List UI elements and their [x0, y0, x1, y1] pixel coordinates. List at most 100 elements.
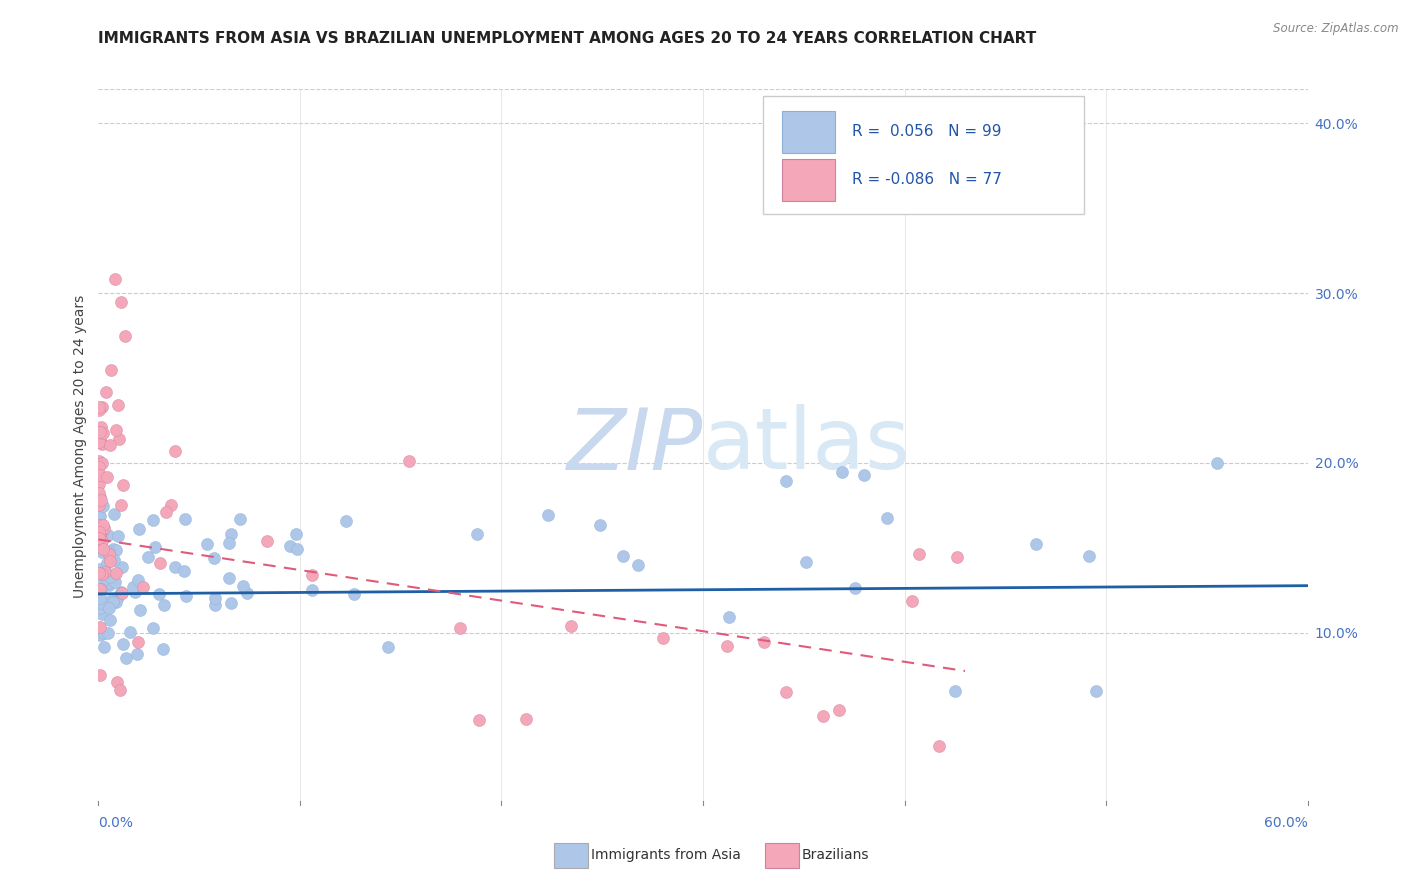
Point	[142, 621, 165, 635]
Point	[105, 674, 128, 689]
Point	[831, 465, 853, 479]
Point	[89, 401, 111, 415]
Point	[110, 584, 132, 599]
Point	[128, 522, 150, 536]
Point	[377, 640, 399, 655]
Point	[943, 683, 966, 698]
Point	[104, 566, 127, 580]
Text: IMMIGRANTS FROM ASIA VS BRAZILIAN UNEMPLOYMENT AMONG AGES 20 TO 24 YEARS CORRELA: IMMIGRANTS FROM ASIA VS BRAZILIAN UNEMPL…	[98, 31, 1036, 46]
Text: R = -0.086   N = 77: R = -0.086 N = 77	[852, 171, 1001, 186]
Point	[89, 582, 111, 597]
Point	[232, 579, 254, 593]
Point	[204, 591, 226, 606]
Point	[465, 527, 488, 541]
Point	[111, 586, 134, 600]
Point	[103, 508, 125, 522]
Point	[105, 595, 128, 609]
Point	[775, 474, 797, 488]
Point	[90, 420, 112, 434]
Point	[90, 493, 112, 508]
Point	[104, 575, 127, 590]
Point	[515, 712, 537, 726]
Point	[218, 535, 240, 549]
Point	[89, 403, 111, 417]
Point	[91, 541, 114, 556]
Point	[89, 591, 111, 606]
Point	[110, 498, 132, 512]
Point	[89, 491, 111, 505]
Point	[91, 596, 114, 610]
Point	[103, 272, 125, 286]
Point	[228, 512, 250, 526]
Point	[89, 525, 111, 540]
Point	[127, 635, 149, 649]
Point	[98, 553, 121, 567]
Point	[96, 556, 118, 570]
Point	[127, 647, 149, 661]
Point	[876, 511, 898, 525]
Point	[89, 517, 111, 532]
FancyBboxPatch shape	[782, 159, 835, 202]
Point	[652, 632, 675, 646]
Point	[111, 478, 134, 492]
Point	[121, 580, 143, 594]
Point	[284, 527, 307, 541]
Point	[335, 514, 357, 528]
Point	[89, 562, 111, 576]
Point	[901, 594, 924, 608]
Point	[97, 626, 120, 640]
Point	[96, 385, 118, 400]
Point	[132, 580, 155, 594]
Point	[90, 607, 112, 621]
Point	[612, 549, 634, 564]
Point	[202, 551, 225, 566]
Point	[89, 435, 111, 450]
Point	[114, 328, 136, 343]
Point	[285, 542, 308, 557]
Point	[93, 574, 115, 588]
Point	[627, 558, 650, 573]
Point	[89, 563, 111, 577]
Point	[775, 685, 797, 699]
Point	[129, 603, 152, 617]
Point	[93, 625, 115, 640]
Point	[120, 625, 142, 640]
Point	[90, 582, 112, 597]
Point	[301, 582, 323, 597]
Point	[89, 509, 111, 524]
Text: atlas: atlas	[703, 404, 911, 488]
Point	[91, 518, 114, 533]
Text: Brazilians: Brazilians	[801, 848, 869, 863]
Point	[107, 398, 129, 412]
Point	[537, 508, 560, 522]
Point	[89, 431, 111, 445]
Point	[754, 635, 776, 649]
Point	[796, 555, 818, 569]
Text: 60.0%: 60.0%	[1264, 816, 1308, 830]
Point	[280, 539, 302, 553]
Point	[89, 620, 111, 634]
Point	[1085, 683, 1108, 698]
Point	[89, 459, 111, 474]
Point	[100, 362, 122, 376]
Point	[93, 521, 115, 535]
Text: Source: ZipAtlas.com: Source: ZipAtlas.com	[1274, 22, 1399, 36]
Point	[343, 587, 366, 601]
Point	[152, 641, 174, 656]
Point	[828, 703, 851, 717]
Point	[101, 595, 124, 609]
Point	[91, 564, 114, 578]
Point	[946, 549, 969, 564]
Point	[89, 628, 111, 642]
Point	[90, 524, 112, 538]
FancyBboxPatch shape	[782, 112, 835, 153]
Point	[449, 621, 471, 635]
Point	[89, 536, 111, 550]
Point	[89, 601, 111, 615]
Point	[143, 540, 166, 554]
Point	[90, 520, 112, 534]
Point	[174, 589, 197, 603]
Point	[107, 590, 129, 604]
Point	[928, 739, 950, 753]
Point	[165, 560, 187, 574]
